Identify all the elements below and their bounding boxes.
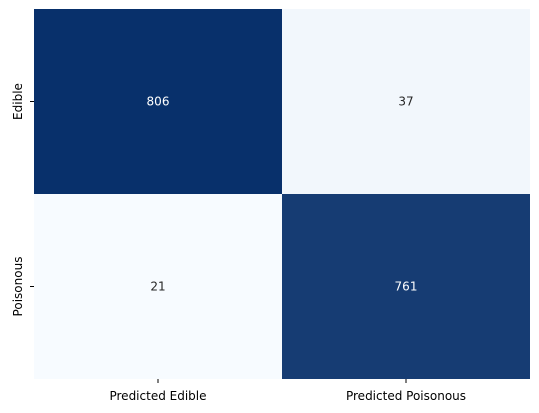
heatmap-cell-0-0 — [34, 9, 282, 194]
x-tick-label-0: Predicted Edible — [109, 389, 206, 403]
y-tick-label-0: Edible — [11, 83, 25, 120]
heatmap-cell-1-0 — [34, 194, 282, 379]
x-axis-ticks: Predicted Edible Predicted Poisonous — [109, 379, 466, 403]
cell-value-label-0-0: 806 — [147, 95, 170, 109]
cell-value-label-1-1: 761 — [395, 280, 418, 294]
y-tick-label-1: Poisonous — [11, 257, 25, 317]
y-axis-ticks: Edible Poisonous — [11, 83, 34, 316]
cell-value-label-1-0: 21 — [150, 280, 165, 294]
x-tick-label-1: Predicted Poisonous — [346, 389, 466, 403]
heatmap-cell-0-1 — [282, 9, 530, 194]
heatmap-cell-1-1 — [282, 194, 530, 379]
cell-value-label-0-1: 37 — [398, 95, 413, 109]
heatmap-cells: 806 37 21 761 — [34, 9, 530, 379]
